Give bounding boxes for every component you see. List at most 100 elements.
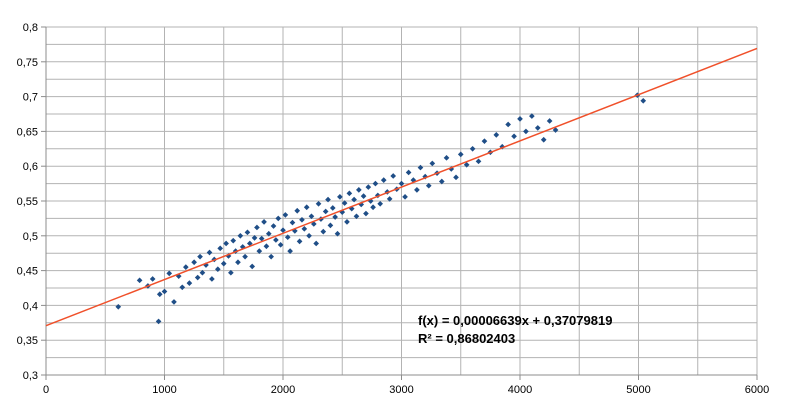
data-point [360,193,367,199]
data-point [529,113,535,119]
y-tick-label: 0,55 [17,196,38,208]
data-point [341,200,348,206]
data-point [402,193,408,200]
data-point [223,240,229,247]
data-point [280,227,286,234]
data-point [546,118,553,124]
data-point [254,224,260,231]
data-point [398,180,405,187]
data-point [301,226,308,232]
data-point [197,253,203,260]
data-point [275,215,282,222]
data-point [265,230,272,237]
data-point [246,240,253,247]
data-point [263,243,270,250]
y-tick-label: 0,5 [23,231,38,243]
data-point [329,205,336,211]
data-point [294,207,301,214]
trendline-r-squared: R² = 0,86802403 [418,331,515,346]
data-point [244,229,251,236]
data-point [277,242,284,248]
data-point [552,127,559,133]
data-point [493,132,500,138]
y-tick-label: 0,35 [17,335,38,347]
data-point [303,204,310,211]
x-tick-label: 0 [43,384,49,396]
data-point [534,125,541,131]
data-point [505,121,511,128]
data-point [209,276,215,282]
trendline [45,47,758,327]
data-point [414,187,420,193]
data-points [115,92,647,325]
data-point [327,222,334,229]
data-point [315,200,322,207]
data-point [199,269,206,276]
data-point [273,237,279,243]
data-point [230,237,237,244]
data-point [284,234,291,241]
data-point [363,210,369,217]
data-point [235,259,241,266]
data-point [191,259,197,266]
data-point [463,161,470,168]
data-point [171,299,177,305]
x-tick-label: 2000 [271,384,295,396]
data-point [322,208,329,215]
data-point [115,303,122,310]
data-point [481,138,488,144]
data-point [540,136,547,143]
data-point [356,187,362,193]
data-point [299,216,305,223]
data-point [337,193,343,200]
data-point [417,164,424,171]
data-point [249,263,256,270]
data-point [242,253,248,260]
data-point [517,116,523,122]
data-point [405,169,412,176]
data-point [353,213,360,220]
data-point [365,184,372,190]
data-point [282,212,289,218]
data-point [161,288,168,295]
data-point [194,274,201,281]
data-point [270,223,277,229]
y-tick-label: 0,6 [23,161,38,173]
data-point [228,269,234,276]
grid [45,26,758,376]
y-tick-label: 0,75 [17,57,38,69]
x-tick-label: 5000 [626,384,650,396]
y-tick-label: 0,8 [23,22,38,34]
data-point [390,173,397,179]
data-point [156,291,163,298]
data-point [334,230,341,237]
data-point [640,97,647,104]
data-point [306,232,312,239]
data-point [214,266,221,273]
data-point [438,178,445,185]
data-point [268,253,274,260]
data-point [256,248,263,254]
data-point [261,219,267,225]
y-tick-label: 0,4 [23,300,38,312]
data-point [475,158,482,165]
y-tick-label: 0,45 [17,266,38,278]
data-point [351,196,357,203]
data-point [251,235,258,241]
y-tick-label: 0,3 [23,370,38,382]
x-tick-label: 6000 [745,384,769,396]
data-point [377,200,383,207]
data-point [296,238,303,245]
data-point [258,235,265,242]
trendline-layer [45,47,758,327]
data-point [453,174,459,181]
data-point [370,204,376,211]
data-point [523,128,529,135]
data-point [166,270,173,277]
y-tick-label: 0,65 [17,126,38,138]
data-point [136,277,143,284]
data-point [511,133,517,140]
data-point [186,280,193,286]
